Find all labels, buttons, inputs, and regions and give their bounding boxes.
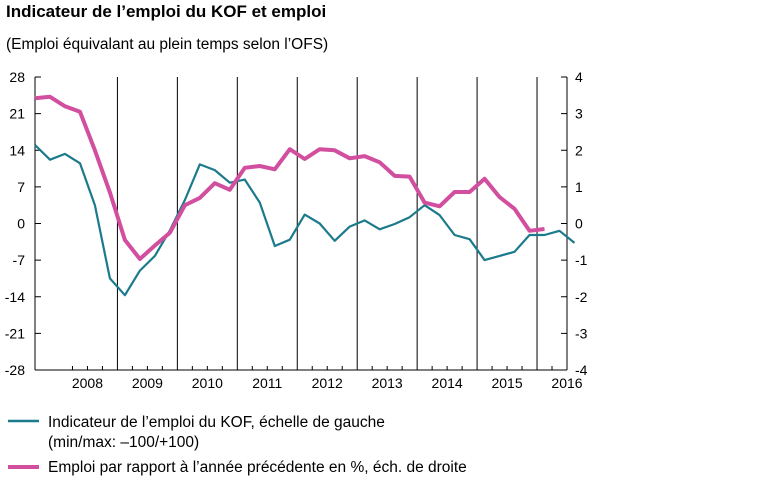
left-axis-ticks: 28 21 14 7 0 -7 -14 -21 -28 (5, 69, 41, 378)
right-tick-label: 4 (575, 69, 583, 85)
right-tick-label: -4 (575, 362, 588, 378)
right-tick-label: 1 (575, 179, 583, 195)
legend: Indicateur de l’emploi du KOF, échelle d… (8, 414, 467, 476)
right-tick-label: 3 (575, 106, 583, 122)
left-tick-label: -7 (13, 252, 26, 268)
chart-title: Indicateur de l’emploi du KOF et emploi (6, 2, 327, 21)
x-tick-label: 2014 (432, 375, 463, 391)
left-tick-label: 7 (17, 179, 25, 195)
chart-axes (34, 77, 568, 371)
x-tick-label: 2012 (312, 375, 343, 391)
right-tick-label: -3 (575, 325, 588, 341)
x-tick-label: 2008 (72, 375, 103, 391)
year-gridlines (116, 77, 538, 370)
right-tick-label: -1 (575, 252, 588, 268)
series-line-emploi (34, 94, 545, 261)
x-axis-ticks: 2008 2009 2010 2011 2012 2013 2014 2015 2016 (72, 366, 583, 391)
legend-label-kof-line2: (min/max: –100/+100) (48, 434, 199, 451)
series-line-kof (34, 144, 576, 297)
right-tick-label: 0 (575, 216, 583, 232)
left-tick-label: -28 (5, 362, 25, 378)
right-tick-label: -2 (575, 289, 588, 305)
left-tick-label: 0 (17, 216, 25, 232)
x-tick-label: 2015 (491, 375, 522, 391)
left-tick-label: 21 (9, 106, 25, 122)
x-tick-label: 2016 (551, 375, 582, 391)
x-tick-label: 2009 (132, 375, 163, 391)
left-tick-label: 28 (9, 69, 25, 85)
x-tick-label: 2010 (192, 375, 223, 391)
x-tick-label: 2013 (372, 375, 403, 391)
legend-label-kof: Indicateur de l’emploi du KOF, échelle d… (48, 414, 385, 431)
left-tick-label: -14 (5, 289, 25, 305)
left-tick-label: 14 (9, 142, 25, 158)
chart-subtitle: (Emploi équivalant au plein temps selon … (6, 36, 329, 53)
left-tick-label: -21 (5, 325, 25, 341)
x-tick-label: 2011 (252, 375, 282, 391)
legend-label-emploi: Emploi par rapport à l’année précédente … (48, 459, 467, 476)
series-lines (34, 94, 576, 297)
right-tick-label: 2 (575, 142, 583, 158)
right-axis-ticks: 4 3 2 1 0 -1 -2 -3 -4 (561, 69, 588, 378)
